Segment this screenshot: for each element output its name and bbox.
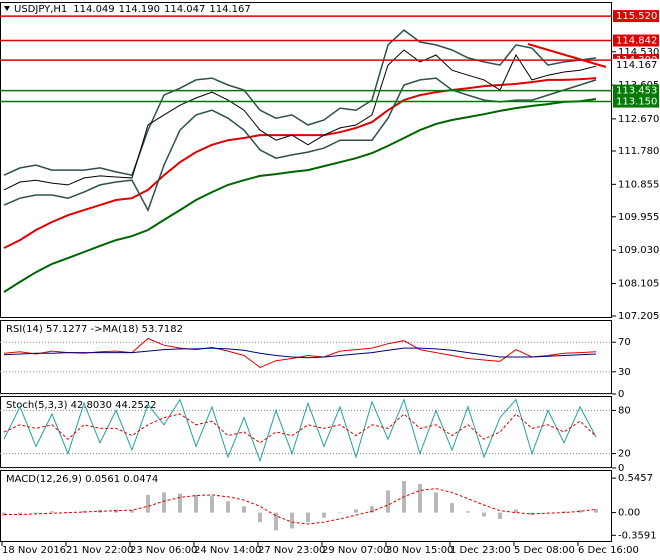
y-tick-label: 30 [618,367,631,378]
histogram-bar [498,512,502,519]
y-tick-label: 109.030 [618,245,659,256]
histogram-bar [354,509,358,513]
series-line [3,98,597,293]
series-line [3,413,597,444]
y-tick-label: 0 [618,463,624,474]
histogram-bar [482,512,486,517]
open: 114.049 [73,4,114,15]
histogram-bar [306,512,310,523]
y-tick-label: 110.855 [618,179,659,190]
histogram-bar [578,510,582,513]
indicator-title: Stoch(5,3,3) 42.8030 44.2522 [6,400,157,411]
x-tick-label: 24 Nov 14:00 [194,545,261,556]
series-line [3,49,597,191]
series-line [3,347,597,359]
y-tick-label: -0.3591 [618,530,657,541]
histogram-bar [66,511,70,513]
chart-header: USDJPY,H1 114.049 114.190 114.047 114.167 [14,4,251,15]
y-tick-label: 70 [618,337,631,348]
x-tick-label: 18 Nov 2016 [2,545,66,556]
indicator-title: MACD(12,26,9) 0.0561 0.0474 [6,474,158,485]
y-tick-label: 0 [618,389,624,400]
histogram-bar [242,506,246,513]
histogram-bar [146,494,150,513]
y-tick-label: 0.00 [618,508,640,519]
histogram-bar [178,493,182,513]
y-tick-label: 109.955 [618,212,659,223]
y-tick-label: 80 [618,405,631,416]
histogram-bar [386,490,390,513]
histogram-bar [34,512,38,514]
series-line [3,77,597,249]
low: 114.047 [164,4,205,15]
histogram-bar [322,512,326,518]
y-tick-label: 108.105 [618,279,659,290]
histogram-bar [162,492,166,513]
last-price-label: 114.167 [616,60,657,71]
level-label: 113.453 [616,86,657,97]
histogram-bar [210,496,214,513]
y-tick-label: 107.205 [618,311,659,322]
symbol: USDJPY,H1 [14,4,67,15]
x-tick-label: 23 Nov 06:00 [130,545,197,556]
level-label-box [613,34,659,47]
level-label-box [613,84,659,97]
y-tick-label: 0.5457 [618,473,653,484]
histogram-bar [18,512,22,514]
histogram-bar [274,512,278,531]
panel-frame [0,470,612,542]
panel-frame [0,2,612,318]
level-label-box [613,10,659,23]
y-tick-label: 112.670 [618,114,659,125]
last-price-box [613,58,659,71]
histogram-bar [514,509,518,513]
y-tick-label: 20 [618,449,631,460]
histogram-bar [194,494,198,513]
level-label: 115.520 [616,11,657,22]
histogram-bar [418,484,422,513]
x-tick-label: 5 Dec 08:00 [514,545,575,556]
histogram-bar [466,511,470,513]
x-tick-label: 30 Nov 15:00 [386,545,453,556]
x-tick-label: 6 Dec 16:00 [578,545,639,556]
close: 114.167 [209,4,250,15]
series-line [4,488,597,525]
series-line [3,29,597,177]
level-label-box [613,95,659,108]
x-tick-label: 27 Nov 23:00 [258,545,325,556]
x-tick-label: 1 Dec 23:00 [450,545,511,556]
y-tick-label: 111.780 [618,146,659,157]
histogram-bar [50,511,54,513]
level-label: 113.150 [616,97,657,108]
menu-triangle [4,6,10,11]
y-tick-label: 114.530 [618,47,659,58]
x-tick-label: 29 Nov 07:00 [322,545,389,556]
histogram-bar [338,512,342,514]
histogram-bar [258,512,262,523]
histogram-bar [226,501,230,513]
histogram-bar [450,503,454,513]
x-tick-label: 21 Nov 22:00 [66,545,133,556]
histogram-bar [434,492,438,513]
histogram-bar [594,508,598,513]
histogram-bar [562,511,566,513]
high: 114.190 [119,4,160,15]
series-line [3,398,597,463]
indicator-title: RSI(14) 57.1277 ->MA(18) 53.7182 [6,324,183,335]
trendline [527,43,607,68]
histogram-bar [130,510,134,513]
histogram-bar [370,506,374,513]
level-label: 114.842 [616,36,657,47]
histogram-bar [290,512,294,529]
